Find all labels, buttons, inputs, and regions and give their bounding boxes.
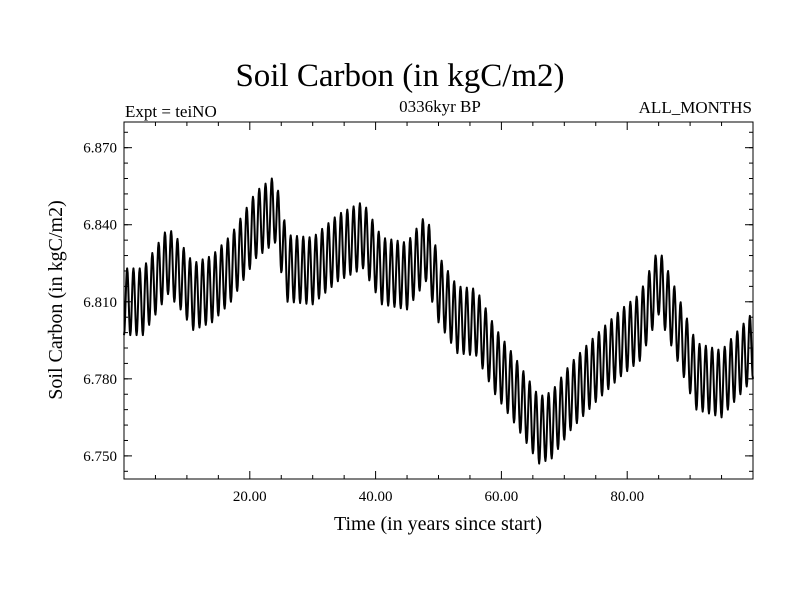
y-tick-label: 6.840 (83, 218, 117, 234)
chart-title: Soil Carbon (in kgC/m2) (235, 58, 565, 94)
series-group (123, 177, 754, 465)
months-label: ALL_MONTHS (638, 98, 752, 117)
y-tick-label: 6.810 (83, 295, 117, 311)
x-tick-label: 40.00 (359, 489, 393, 505)
axis-ticks: 6.750 6.780 6.810 6.840 6.870 20.00 40.00 60.00… (83, 122, 753, 505)
x-tick-label: 80.00 (610, 489, 644, 505)
y-tick-label: 6.750 (83, 449, 117, 465)
x-tick-label: 60.00 (485, 489, 519, 505)
experiment-label: Expt = teiNO (125, 102, 217, 121)
series-line (123, 177, 754, 465)
y-tick-label: 6.870 (83, 141, 117, 157)
y-tick-label: 6.780 (83, 372, 117, 388)
x-tick-label: 20.00 (233, 489, 267, 505)
period-label: 0336kyr BP (399, 97, 481, 116)
y-axis-label: Soil Carbon (in kgC/m2) (45, 200, 67, 399)
x-axis-label: Time (in years since start) (334, 513, 542, 535)
